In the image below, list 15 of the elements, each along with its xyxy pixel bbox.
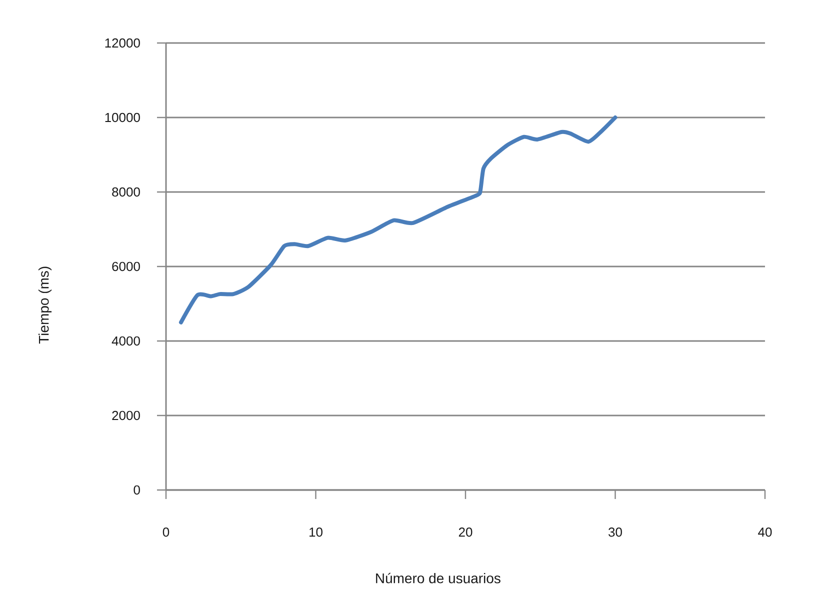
y-tick-label: 4000 — [112, 336, 140, 346]
x-axis-title: Número de usuarios — [376, 572, 500, 584]
y-tick-label: 12000 — [105, 38, 140, 48]
y-tick-label: 2000 — [112, 410, 140, 420]
y-tick-label: 0 — [134, 485, 140, 495]
line-series — [178, 115, 618, 324]
x-tick-label: 20 — [458, 528, 472, 537]
x-tick-label: 30 — [608, 528, 622, 537]
y-tick-label: 6000 — [112, 262, 140, 272]
x-tick-label: 0 — [162, 528, 170, 537]
y-tick-label: 8000 — [112, 187, 140, 197]
y-axis-title: Tiempo (ms) — [38, 266, 52, 344]
x-tick-label: 10 — [310, 528, 322, 537]
x-tick-label: 40 — [758, 528, 772, 537]
y-tick-label: 10000 — [105, 112, 140, 122]
